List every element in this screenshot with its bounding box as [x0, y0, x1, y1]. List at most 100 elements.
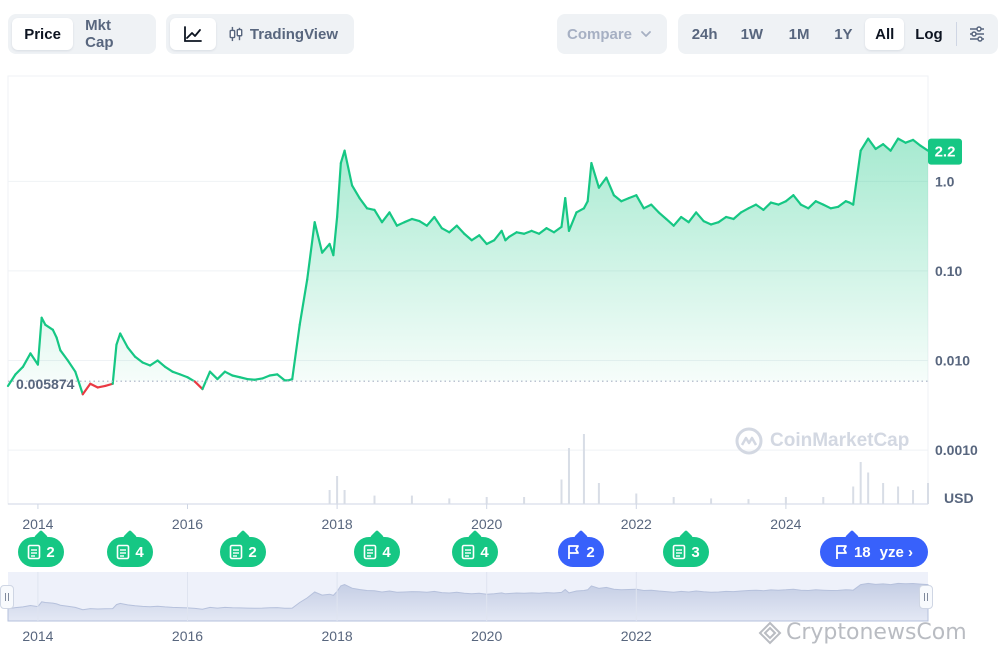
price-line-segment	[268, 373, 279, 377]
tradingview-button[interactable]: TradingView	[218, 18, 348, 50]
price-line-segment	[14, 365, 25, 376]
navigator-left-handle[interactable]	[0, 585, 14, 609]
compare-dropdown[interactable]: Compare	[557, 14, 667, 54]
price-line-segment	[784, 194, 795, 203]
price-line-segment	[747, 203, 758, 210]
document-icon	[462, 544, 475, 560]
price-line-segment	[126, 346, 137, 358]
price-line-segment	[163, 365, 174, 373]
news-badge[interactable]: 3	[663, 529, 709, 567]
badge-count: 2	[248, 543, 257, 561]
price-line-segment	[51, 328, 58, 339]
document-icon	[364, 544, 377, 560]
price-line-segment	[500, 229, 507, 242]
price-line-segment	[425, 215, 436, 227]
y-tick-label: 1.0	[935, 173, 955, 189]
price-line-segment	[253, 377, 264, 381]
navigator-series	[7, 582, 929, 622]
price-chart[interactable]: 1.0 0.10 0.010 0.0010 USD 2014 2016 2018 2020 202…	[0, 60, 1006, 660]
price-line-segment	[261, 374, 271, 380]
price-tab[interactable]: Price	[12, 18, 74, 50]
price-line-segment	[455, 224, 466, 235]
price-line-segment	[911, 138, 922, 147]
price-line-segment	[627, 194, 638, 200]
price-line-segment	[291, 323, 301, 381]
news-badge[interactable]: 2	[220, 529, 266, 567]
chart-view-toggle: TradingView	[166, 14, 354, 54]
price-line-segment	[410, 217, 421, 223]
cryptonews-text: CryptonewsCom	[786, 620, 967, 645]
price-line-segment	[6, 373, 17, 388]
price-line-segment	[695, 211, 705, 223]
line-chart-button[interactable]	[170, 18, 216, 50]
price-line-segment	[448, 224, 458, 234]
cryptonews-watermark: CryptonewsCom	[758, 620, 967, 645]
price-line-segment	[672, 215, 683, 227]
price-line-segment	[40, 316, 47, 326]
price-line-segment	[814, 200, 825, 206]
navigator-tick-label: 2022	[621, 628, 652, 644]
price-line-segment	[702, 219, 713, 226]
volume-bar	[343, 490, 346, 504]
price-line-segment	[724, 215, 735, 221]
price-line-segment	[792, 194, 802, 206]
x-tick-label: 2018	[322, 516, 353, 532]
price-line-segment	[111, 343, 118, 385]
range-1m-button[interactable]: 1M	[788, 25, 810, 43]
price-line-segment	[96, 384, 107, 389]
price-line-segment	[822, 203, 832, 210]
event-flag-badge[interactable]: 18 yze ›	[820, 529, 928, 567]
price-line-segment	[115, 332, 122, 346]
candlestick-icon	[229, 26, 243, 42]
cryptonews-logo-icon	[758, 621, 782, 644]
price-line-segment	[754, 203, 765, 212]
news-badge[interactable]: 4	[354, 529, 400, 567]
price-line-segment	[564, 197, 571, 232]
volume-bar	[373, 495, 376, 504]
analyze-link[interactable]: yze ›	[879, 543, 914, 561]
price-line-segment	[332, 215, 339, 257]
price-line-segment	[612, 194, 623, 203]
mkt-cap-tab[interactable]: Mkt Cap	[85, 17, 114, 51]
navigator-tick-label: 2018	[322, 628, 353, 644]
price-line-segment	[433, 215, 443, 230]
event-flag-badge[interactable]: 2	[558, 529, 604, 567]
document-icon	[28, 544, 41, 560]
badge-count: 3	[691, 543, 700, 561]
y-tick-label: 0.0010	[935, 442, 978, 458]
price-line-segment	[545, 227, 556, 234]
range-1w-button[interactable]: 1W	[740, 25, 764, 43]
log-scale-button[interactable]: Log	[915, 25, 943, 43]
currency-label: USD	[944, 490, 974, 506]
range-all-button[interactable]: All	[865, 18, 905, 50]
current-price-tag	[928, 138, 962, 165]
news-badge[interactable]: 4	[452, 529, 498, 567]
price-line-segment	[687, 211, 698, 224]
navigator-right-handle[interactable]	[919, 585, 933, 609]
price-line-segment	[156, 359, 167, 368]
price-line-segment	[373, 208, 384, 224]
toolbar-divider	[955, 22, 957, 46]
volume-bar	[582, 434, 585, 504]
range-navigator[interactable]: 2014 2016 2018 2020 2022	[7, 572, 929, 644]
document-icon	[117, 544, 130, 560]
price-area	[8, 138, 928, 395]
badge-count: 2	[586, 543, 595, 561]
price-line-segment	[508, 231, 518, 238]
range-1y-button[interactable]: 1Y	[834, 25, 853, 43]
volume-bar	[912, 490, 915, 504]
coinmarketcap-watermark: CoinMarketCap	[734, 426, 909, 456]
chart-settings-button[interactable]	[961, 18, 994, 50]
price-line-segment	[403, 217, 414, 224]
volume-bar	[635, 493, 638, 504]
news-badge[interactable]: 4	[107, 529, 153, 567]
range-24h-button[interactable]: 24h	[691, 25, 718, 43]
price-line-segment	[874, 143, 885, 151]
news-badge[interactable]: 2	[18, 529, 64, 567]
volume-bar	[784, 497, 787, 504]
price-line-segment	[605, 176, 615, 197]
volume-bar	[747, 499, 750, 504]
volume-bar	[867, 472, 870, 504]
price-mktcap-toggle: Price Mkt Cap	[8, 14, 156, 54]
price-line-segment	[762, 201, 773, 212]
